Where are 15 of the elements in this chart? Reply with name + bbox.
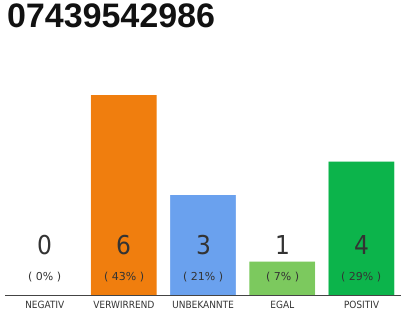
bar (249, 262, 316, 295)
x-tick-label: VERWIRREND (93, 300, 154, 311)
bar (90, 95, 157, 295)
data-label: 3 ( 21% ) (183, 231, 224, 283)
data-label: 4 ( 29% ) (341, 231, 382, 283)
x-tick-label: EGAL (270, 300, 294, 311)
data-label: 1 ( 7% ) (266, 231, 300, 283)
data-label: 0 ( 0% ) (28, 231, 62, 283)
x-tick-label: UNBEKANNTE (172, 300, 234, 311)
x-tick-label: NEGATIV (25, 300, 65, 311)
chart-title: 07439542986 (6, 0, 215, 35)
data-label: 6 ( 43% ) (104, 231, 144, 283)
x-tick-label: POSITIV (344, 300, 380, 311)
bar (328, 162, 394, 295)
bar (170, 195, 236, 295)
